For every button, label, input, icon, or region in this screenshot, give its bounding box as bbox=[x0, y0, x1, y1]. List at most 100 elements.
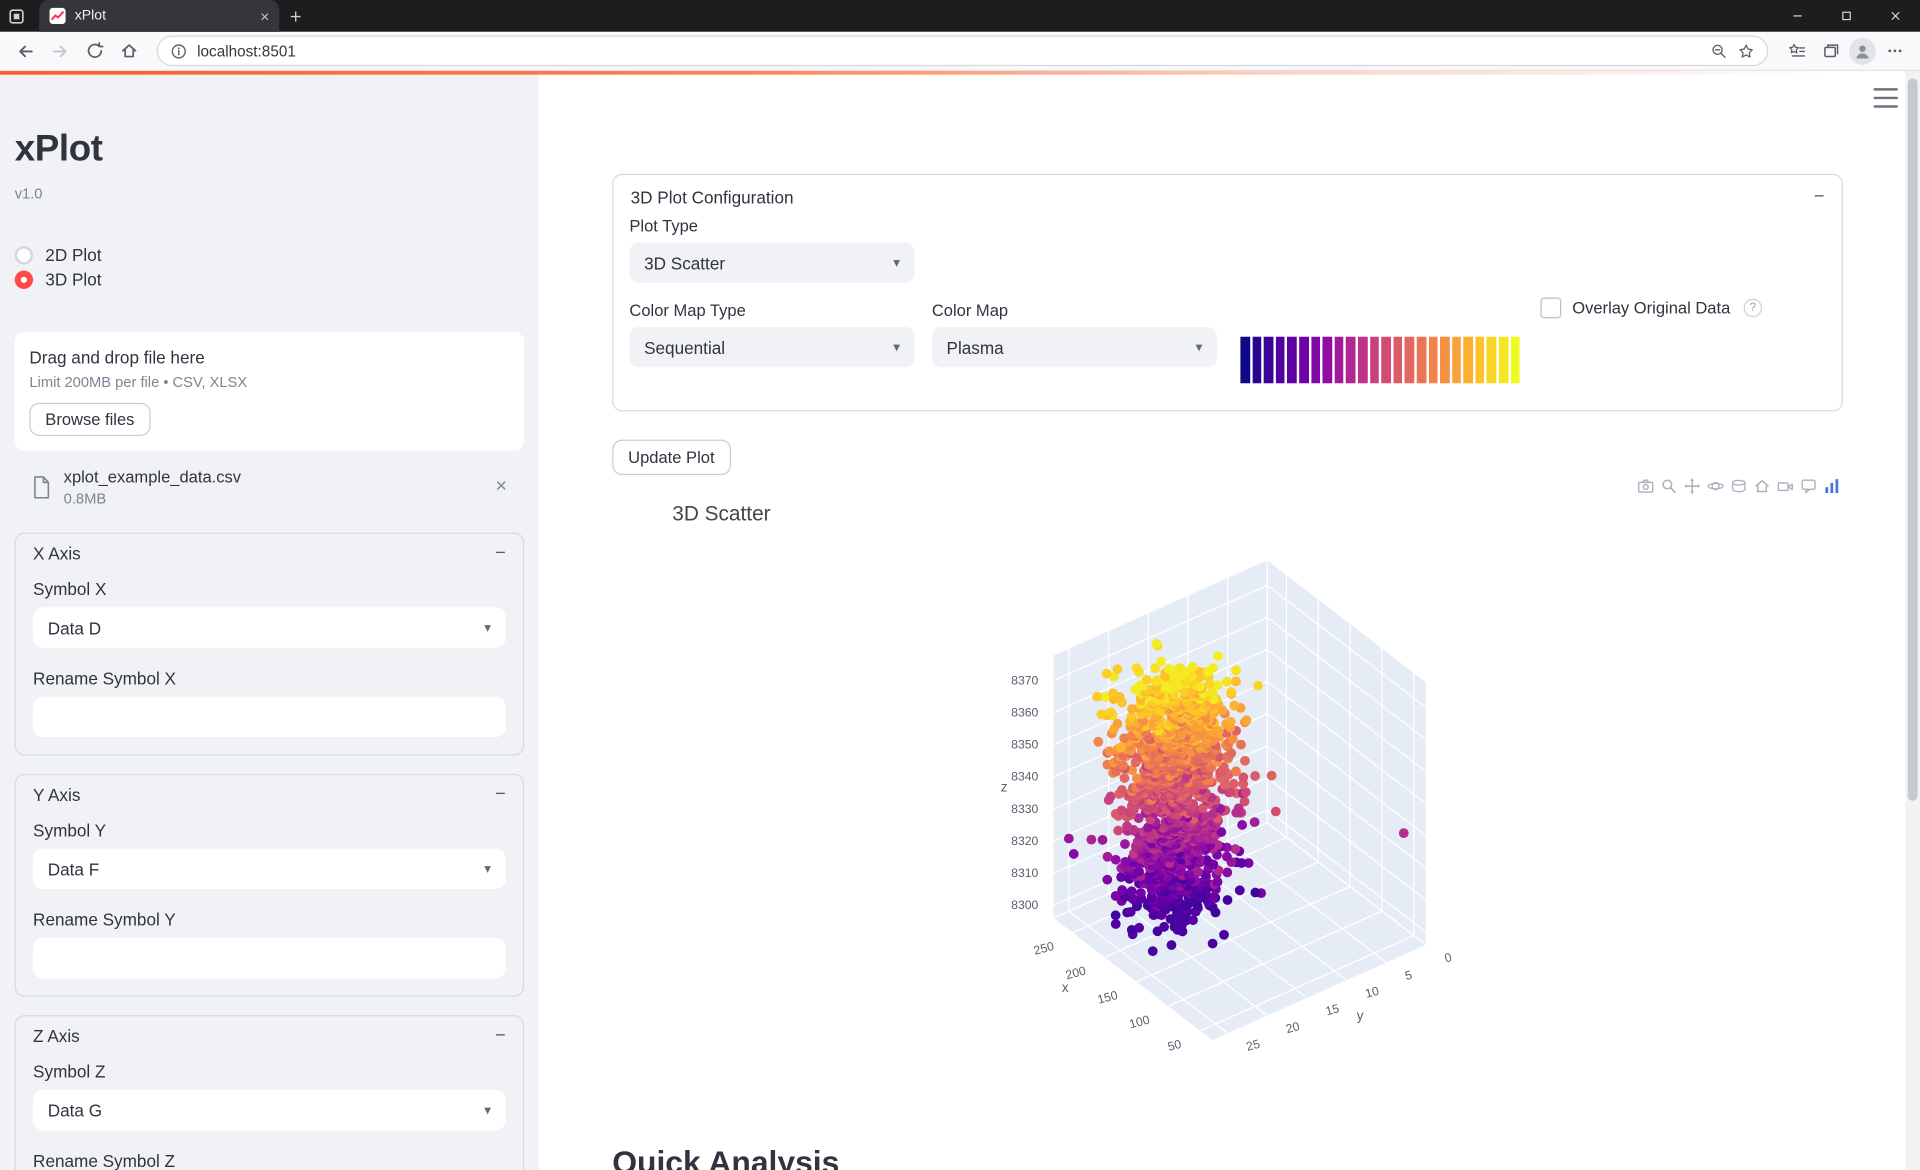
x-axis-expander-header[interactable]: X Axis − bbox=[16, 534, 523, 572]
svg-text:x: x bbox=[1062, 980, 1069, 995]
remove-file-icon[interactable]: × bbox=[495, 476, 507, 498]
svg-text:8360: 8360 bbox=[1011, 706, 1038, 720]
minimize-button[interactable] bbox=[1773, 0, 1822, 32]
help-icon[interactable]: ? bbox=[1743, 298, 1763, 318]
file-uploader-dropzone[interactable]: Drag and drop file here Limit 200MB per … bbox=[14, 331, 525, 451]
refresh-icon[interactable] bbox=[78, 35, 110, 67]
rename-y-label: Rename Symbol Y bbox=[33, 909, 176, 930]
camera-icon[interactable] bbox=[1637, 478, 1654, 495]
collapse-icon[interactable]: − bbox=[494, 542, 506, 564]
symbol-z-value: Data G bbox=[47, 1100, 103, 1120]
uploaded-file-name: xplot_example_data.csv bbox=[63, 467, 242, 487]
maximize-button[interactable] bbox=[1822, 0, 1871, 32]
svg-text:20: 20 bbox=[1284, 1019, 1301, 1036]
radio-2d-plot[interactable]: 2D Plot bbox=[14, 244, 524, 266]
forward-icon[interactable] bbox=[44, 35, 76, 67]
colormap-swatch bbox=[1252, 336, 1262, 384]
plotly-logo-icon[interactable] bbox=[1823, 478, 1840, 495]
rename-x-label: Rename Symbol X bbox=[33, 668, 176, 689]
zoom-icon[interactable] bbox=[1660, 478, 1677, 495]
svg-text:100: 100 bbox=[1128, 1012, 1152, 1031]
overlay-checkbox-row[interactable]: Overlay Original Data ? bbox=[1540, 297, 1763, 319]
chevron-down-icon: ▾ bbox=[484, 1103, 492, 1118]
uploader-prompt: Drag and drop file here bbox=[29, 347, 205, 368]
z-axis-expander: Z Axis − Symbol Z Data G ▾ Rename Symbol… bbox=[14, 1015, 525, 1170]
y-axis-expander: Y Axis − Symbol Y Data F ▾ Rename Symbol… bbox=[14, 773, 525, 997]
symbol-z-select[interactable]: Data G ▾ bbox=[33, 1089, 506, 1131]
page-scrollbar[interactable] bbox=[1905, 71, 1920, 1170]
svg-text:8310: 8310 bbox=[1011, 866, 1038, 880]
scrollbar-thumb[interactable] bbox=[1907, 78, 1918, 801]
rename-y-input[interactable] bbox=[33, 937, 506, 979]
radio-2d-indicator[interactable] bbox=[14, 245, 34, 264]
zoom-out-icon[interactable] bbox=[1711, 42, 1728, 59]
svg-text:15: 15 bbox=[1324, 1001, 1341, 1018]
plot-config-expander: 3D Plot Configuration − Plot Type 3D Sca… bbox=[612, 173, 1843, 412]
plot-type-select[interactable]: 3D Scatter ▾ bbox=[629, 242, 915, 283]
collapse-icon[interactable]: − bbox=[1813, 186, 1825, 207]
hover-closest-icon[interactable] bbox=[1800, 478, 1817, 495]
svg-text:8350: 8350 bbox=[1011, 738, 1038, 752]
scene-svg[interactable]: 8300831083208330834083508360837050100150… bbox=[967, 551, 1506, 1078]
favorites-icon[interactable] bbox=[1780, 35, 1812, 67]
rename-x-input[interactable] bbox=[33, 696, 506, 738]
add-favorite-icon[interactable] bbox=[1738, 42, 1755, 59]
tab-favicon-icon bbox=[49, 7, 66, 24]
more-menu-icon[interactable] bbox=[1878, 35, 1910, 67]
close-button[interactable] bbox=[1871, 0, 1920, 32]
z-axis-expander-title: Z Axis bbox=[33, 1025, 80, 1046]
home-icon[interactable] bbox=[1753, 478, 1770, 495]
home-icon[interactable] bbox=[113, 35, 145, 67]
main-menu-button[interactable] bbox=[1873, 88, 1898, 108]
profile-avatar[interactable] bbox=[1848, 37, 1876, 65]
overlay-checkbox[interactable] bbox=[1540, 297, 1562, 319]
colormap-swatch bbox=[1346, 336, 1356, 384]
svg-text:150: 150 bbox=[1096, 988, 1120, 1007]
svg-text:8330: 8330 bbox=[1011, 802, 1038, 816]
colormap-swatch bbox=[1322, 336, 1332, 384]
tab-close-icon[interactable]: × bbox=[260, 6, 270, 26]
page-info-icon[interactable] bbox=[170, 42, 187, 59]
symbol-x-select[interactable]: Data D ▾ bbox=[33, 607, 506, 648]
radio-3d-indicator[interactable] bbox=[14, 270, 34, 289]
colormap-swatch bbox=[1463, 336, 1473, 384]
update-plot-button[interactable]: Update Plot bbox=[612, 439, 731, 476]
z-axis-expander-header[interactable]: Z Axis − bbox=[16, 1016, 523, 1054]
collections-icon[interactable] bbox=[1815, 35, 1847, 67]
radio-2d-label: 2D Plot bbox=[45, 244, 102, 265]
colormap-select[interactable]: Plasma ▾ bbox=[931, 326, 1218, 368]
browse-files-button[interactable]: Browse files bbox=[29, 402, 151, 436]
turntable-icon[interactable] bbox=[1730, 478, 1747, 495]
plot-config-header[interactable]: 3D Plot Configuration − bbox=[613, 175, 1841, 218]
symbol-y-select[interactable]: Data F ▾ bbox=[33, 848, 506, 889]
orbit-icon[interactable] bbox=[1707, 478, 1724, 495]
collapse-icon[interactable]: − bbox=[494, 783, 506, 805]
colormap-swatch bbox=[1240, 336, 1250, 384]
chart-title: 3D Scatter bbox=[672, 502, 771, 526]
colormap-swatch bbox=[1287, 336, 1297, 384]
plot-type-label: Plot Type bbox=[629, 216, 699, 236]
url-text[interactable]: localhost:8501 bbox=[197, 42, 296, 60]
tab-actions-icon[interactable] bbox=[0, 0, 32, 32]
address-bar[interactable]: localhost:8501 bbox=[156, 35, 1769, 67]
svg-text:y: y bbox=[1357, 1008, 1364, 1023]
collapse-icon[interactable]: − bbox=[494, 1024, 506, 1046]
y-axis-expander-header[interactable]: Y Axis − bbox=[16, 775, 523, 813]
browser-tab[interactable]: xPlot × bbox=[39, 0, 280, 32]
chevron-down-icon: ▾ bbox=[893, 340, 901, 356]
reset-camera-icon[interactable] bbox=[1777, 478, 1794, 495]
svg-text:200: 200 bbox=[1064, 963, 1088, 982]
back-icon[interactable] bbox=[10, 35, 42, 67]
new-tab-button[interactable] bbox=[279, 0, 311, 32]
pan-icon[interactable] bbox=[1684, 478, 1701, 495]
radio-3d-plot[interactable]: 3D Plot bbox=[14, 268, 524, 290]
colormap-type-select[interactable]: Sequential ▾ bbox=[629, 326, 915, 368]
colormap-swatch bbox=[1393, 336, 1403, 384]
symbol-y-value: Data F bbox=[47, 858, 100, 879]
plot-type-value: 3D Scatter bbox=[644, 252, 726, 273]
x-axis-expander-title: X Axis bbox=[33, 543, 81, 563]
scatter-points bbox=[1063, 638, 1409, 957]
svg-text:0: 0 bbox=[1443, 950, 1453, 965]
quick-analysis-title: Quick Analysis bbox=[612, 1143, 840, 1170]
